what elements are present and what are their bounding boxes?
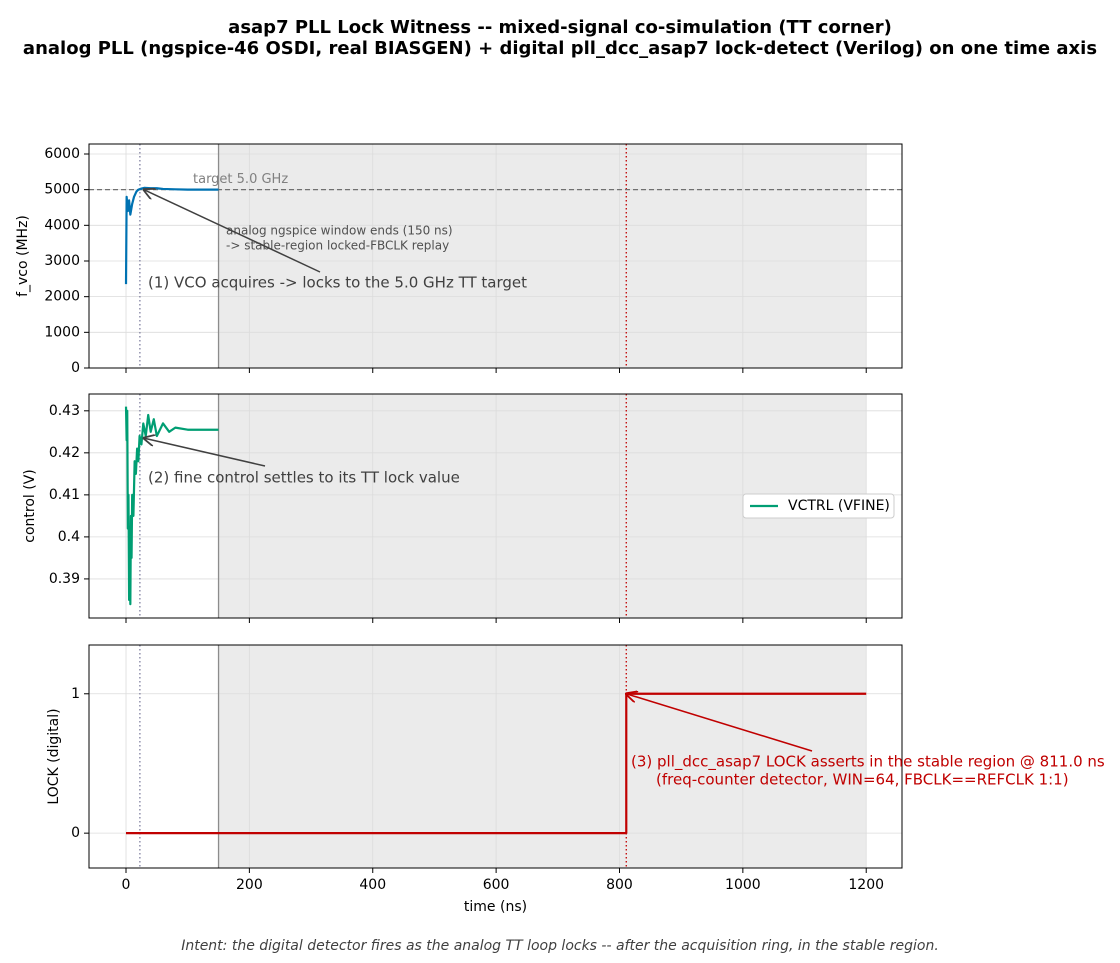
- plot-area: [89, 645, 902, 868]
- y-tick-label: 5000: [44, 182, 80, 198]
- note: analog ngspice window ends (150 ns): [226, 224, 453, 238]
- chart-subtitle: analog PLL (ngspice-46 OSDI, real BIASGE…: [23, 38, 1097, 59]
- x-tick-label: 0: [122, 877, 131, 893]
- annotation-text: (2) fine control settles to its TT lock …: [148, 469, 460, 487]
- note: -> stable-region locked-FBCLK replay: [226, 239, 449, 253]
- y-tick-label: 6000: [44, 146, 80, 162]
- y-tick-label: 0.4: [58, 529, 80, 545]
- stable-region: [218, 645, 867, 868]
- x-tick-label: 800: [606, 877, 633, 893]
- legend-box: [742, 493, 895, 519]
- series-line: [124, 186, 219, 285]
- annotation-text: (freq-counter detector, WIN=64, FBCLK==R…: [656, 771, 1069, 789]
- series-line: [126, 692, 867, 835]
- axes-frame: [88, 644, 903, 869]
- plot-area: [89, 144, 902, 368]
- axes-frame: [88, 393, 903, 619]
- x-tick-label: 1000: [725, 877, 761, 893]
- y-tick-label: 2000: [44, 289, 80, 305]
- x-tick-label: 400: [359, 877, 386, 893]
- axes-frame: [88, 143, 903, 369]
- y-axis-label: f_vco (MHz): [15, 215, 31, 297]
- annotation-arrow: [626, 694, 813, 752]
- y-tick-label: 0.41: [49, 487, 80, 503]
- y-axis-label: LOCK (digital): [46, 708, 62, 804]
- y-tick-label: 0.42: [49, 445, 80, 461]
- legend: VCTRL (VFINE): [742, 493, 895, 519]
- chart-title: asap7 PLL Lock Witness -- mixed-signal c…: [228, 17, 892, 38]
- x-axis-label: time (ns): [464, 899, 527, 915]
- annotation-text: (1) VCO acquires -> locks to the 5.0 GHz…: [148, 274, 527, 292]
- x-tick-label: 1200: [848, 877, 884, 893]
- y-axis-label: control (V): [22, 469, 38, 542]
- y-tick-label: 3000: [44, 253, 80, 269]
- series-line: [124, 406, 219, 606]
- annotation-arrow: [144, 438, 266, 467]
- y-tick-label: 0.39: [49, 571, 80, 587]
- y-tick-label: 0.43: [49, 403, 80, 419]
- caption: Intent: the digital detector fires as th…: [181, 938, 939, 954]
- stable-region: [218, 144, 867, 368]
- x-tick-label: 600: [483, 877, 510, 893]
- y-tick-label: 0: [71, 360, 80, 376]
- y-tick-label: 1: [71, 686, 80, 702]
- target-label: target 5.0 GHz: [193, 172, 288, 187]
- legend-label: VCTRL (VFINE): [788, 498, 890, 514]
- annotation-text: (3) pll_dcc_asap7 LOCK asserts in the st…: [631, 753, 1105, 772]
- x-tick-label: 200: [236, 877, 263, 893]
- y-tick-label: 0: [71, 825, 80, 841]
- y-tick-label: 1000: [44, 324, 80, 340]
- annotation-arrow: [144, 190, 321, 273]
- y-tick-label: 4000: [44, 217, 80, 233]
